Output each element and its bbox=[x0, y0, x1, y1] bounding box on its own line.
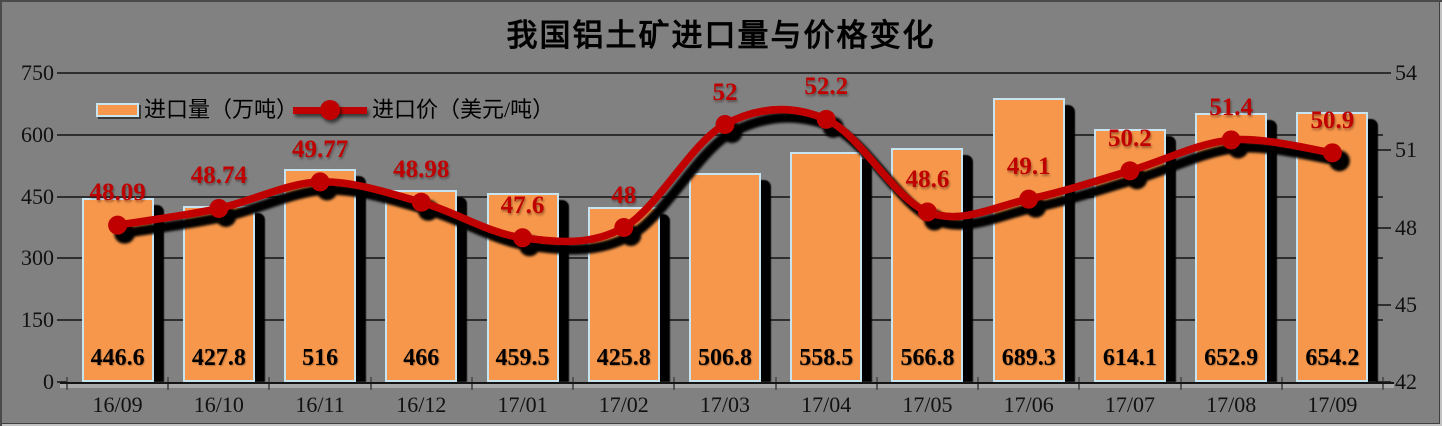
left-axis-tick bbox=[57, 133, 67, 136]
x-axis-label: 17/08 bbox=[1206, 392, 1257, 417]
left-axis-label: 150 bbox=[21, 307, 54, 333]
left-axis-label: 750 bbox=[21, 60, 54, 85]
left-axis-label: 450 bbox=[21, 183, 54, 209]
price-value-label: 48.98 bbox=[393, 156, 450, 184]
bar-value-label: 566.8 bbox=[900, 345, 955, 371]
left-axis-tick bbox=[57, 319, 67, 322]
left-axis-label: 300 bbox=[21, 245, 54, 271]
bar-value-label: 652.9 bbox=[1204, 345, 1259, 371]
right-axis-label: 51 bbox=[1395, 137, 1417, 163]
legend-line-marker-icon bbox=[320, 100, 340, 120]
price-value-label: 50.2 bbox=[1108, 124, 1152, 152]
x-axis-label: 16/12 bbox=[396, 392, 447, 417]
right-axis-label: 42 bbox=[1395, 369, 1417, 394]
x-axis-label: 17/02 bbox=[598, 392, 649, 417]
price-value-label: 48.74 bbox=[190, 162, 247, 190]
price-point bbox=[816, 109, 836, 129]
bar-value-label: 466 bbox=[403, 345, 440, 371]
bar-value-label: 516 bbox=[302, 345, 339, 371]
x-axis-label: 16/11 bbox=[295, 392, 345, 417]
x-axis-label: 17/09 bbox=[1307, 392, 1358, 417]
gridline bbox=[67, 72, 1383, 74]
right-axis-tick bbox=[1376, 72, 1391, 74]
bar bbox=[992, 98, 1065, 382]
right-axis-label: 54 bbox=[1395, 60, 1417, 85]
x-axis-label: 16/10 bbox=[193, 392, 244, 417]
bar-value-label: 506.8 bbox=[698, 345, 752, 371]
bar-value-label: 558.5 bbox=[799, 345, 854, 371]
left-axis-label: 0 bbox=[43, 369, 54, 394]
bar-value-label: 689.3 bbox=[1001, 345, 1056, 371]
price-point bbox=[715, 115, 735, 134]
right-axis-tick bbox=[1376, 149, 1391, 152]
bar bbox=[1296, 112, 1369, 382]
right-axis-label: 45 bbox=[1395, 291, 1417, 317]
chart-title: 我国铝土矿进口量与价格变化 bbox=[506, 18, 936, 53]
bar-value-label: 459.5 bbox=[495, 345, 550, 371]
bar bbox=[1195, 113, 1268, 382]
x-axis-label: 17/07 bbox=[1104, 392, 1155, 417]
legend-bar-swatch-icon bbox=[96, 103, 139, 117]
bar-value-label: 425.8 bbox=[596, 345, 651, 371]
x-axis-label: 17/06 bbox=[1003, 392, 1054, 417]
bar-value-label: 427.8 bbox=[191, 345, 246, 371]
bar-value-label: 654.2 bbox=[1305, 345, 1360, 371]
bar-value-label: 446.6 bbox=[90, 345, 145, 371]
left-axis-tick bbox=[57, 72, 67, 74]
x-axis-label: 17/05 bbox=[902, 392, 953, 417]
right-axis-tick bbox=[1376, 303, 1391, 306]
price-point-shadow bbox=[721, 122, 743, 143]
left-axis-label: 600 bbox=[21, 121, 54, 147]
left-axis-tick bbox=[57, 257, 67, 260]
bar-value-label: 614.1 bbox=[1102, 345, 1157, 371]
right-axis-tick bbox=[1376, 226, 1391, 229]
x-axis-line bbox=[60, 382, 1394, 384]
x-axis-label: 17/04 bbox=[801, 392, 852, 417]
x-axis-bevel bbox=[60, 384, 1394, 388]
x-axis-label: 17/01 bbox=[497, 392, 548, 417]
price-value-label: 52.2 bbox=[804, 73, 849, 101]
x-axis-label: 17/03 bbox=[699, 392, 751, 417]
price-value-label: 48 bbox=[611, 181, 637, 209]
x-axis-label: 16/09 bbox=[92, 392, 143, 417]
legend-bar-label: 进口量（万吨） bbox=[144, 97, 299, 122]
price-value-label: 49.1 bbox=[1006, 153, 1051, 181]
price-value-label: 52 bbox=[712, 78, 738, 106]
price-value-label: 50.9 bbox=[1310, 106, 1355, 134]
left-axis-tick bbox=[57, 195, 67, 198]
right-axis-label: 48 bbox=[1395, 214, 1417, 240]
legend-line-label: 进口价（美元/吨） bbox=[372, 97, 555, 122]
